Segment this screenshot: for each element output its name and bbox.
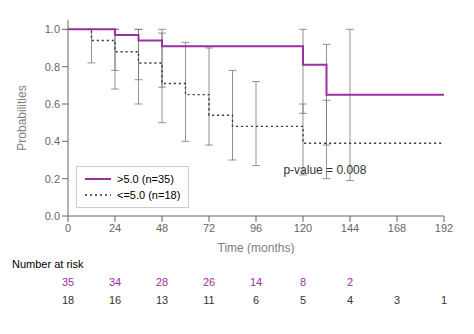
- svg-text:0.6: 0.6: [45, 98, 60, 110]
- svg-text:0.4: 0.4: [45, 135, 60, 147]
- svg-text:168: 168: [388, 222, 406, 234]
- html-text:35: 35: [61, 276, 75, 288]
- html-text:26: 26: [202, 276, 216, 288]
- html-text:18: 18: [61, 294, 75, 306]
- svg-text:72: 72: [203, 222, 215, 234]
- svg-text:0: 0: [65, 222, 71, 234]
- html-text:3: 3: [393, 294, 401, 306]
- html-text:11: 11: [203, 294, 215, 306]
- svg-text:192: 192: [435, 222, 453, 234]
- html-text:28: 28: [155, 276, 169, 288]
- html-text:5: 5: [299, 294, 307, 306]
- svg-text:Probabilities: Probabilities: [15, 85, 29, 150]
- html-text:16: 16: [108, 294, 122, 306]
- svg-text:1.0: 1.0: [45, 23, 60, 35]
- svg-text:0.0: 0.0: [45, 210, 60, 222]
- html-text:34: 34: [108, 276, 122, 288]
- html-text:>5.0 (n=35): >5.0 (n=35): [117, 173, 174, 185]
- html-text:13: 13: [155, 294, 169, 306]
- html-text:Number at risk: Number at risk: [12, 258, 84, 270]
- svg-text:48: 48: [156, 222, 168, 234]
- html-text:14: 14: [249, 276, 263, 288]
- html-text:6: 6: [252, 294, 260, 306]
- html-text:1: 1: [440, 294, 448, 306]
- svg-text:24: 24: [109, 222, 121, 234]
- svg-text:p-value = 0.008: p-value = 0.008: [283, 163, 366, 177]
- svg-text:120: 120: [294, 222, 312, 234]
- svg-text:96: 96: [250, 222, 262, 234]
- html-text:2: 2: [346, 276, 354, 288]
- html-text:<=5.0 (n=18): <=5.0 (n=18): [117, 189, 181, 201]
- html-text:4: 4: [346, 294, 354, 306]
- svg-text:144: 144: [341, 222, 359, 234]
- html-text:8: 8: [299, 276, 307, 288]
- svg-text:Time (months): Time (months): [218, 241, 295, 254]
- svg-text:0.8: 0.8: [45, 61, 60, 73]
- svg-text:0.2: 0.2: [45, 173, 60, 185]
